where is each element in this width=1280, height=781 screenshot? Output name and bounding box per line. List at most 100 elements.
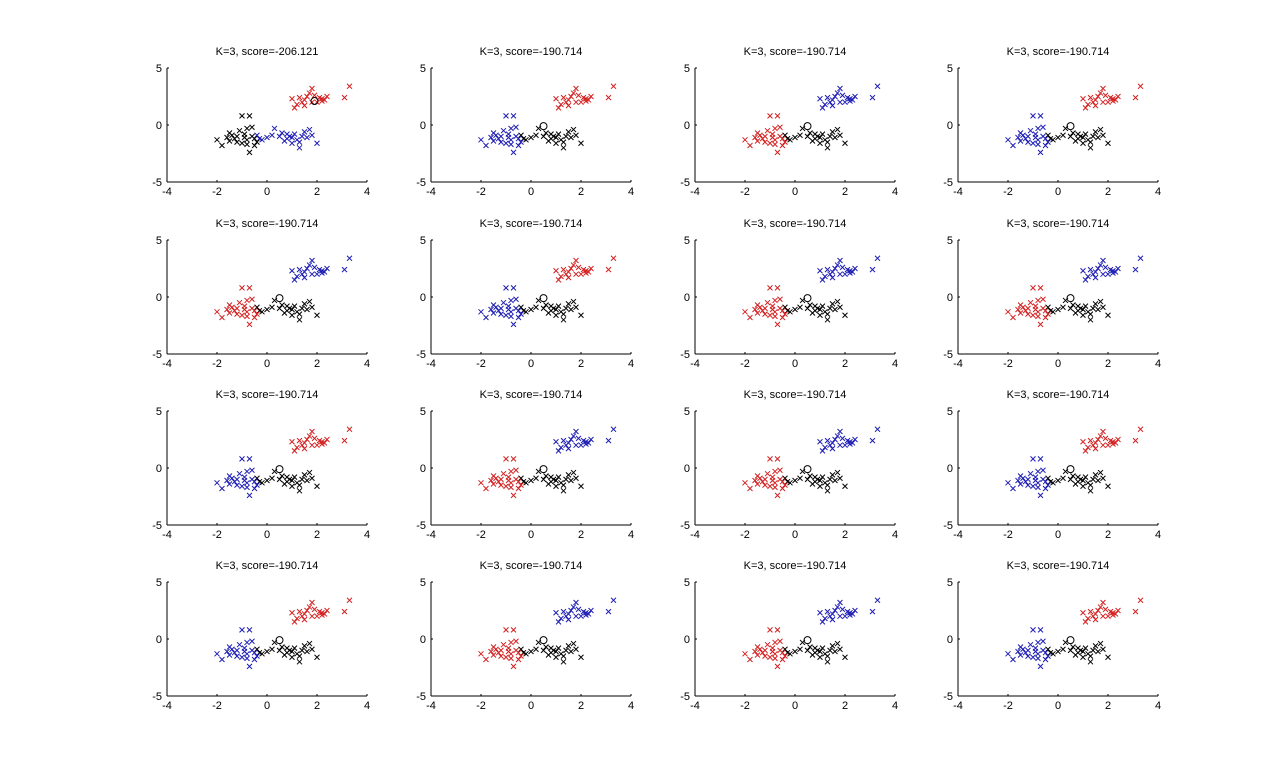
data-point-red [575,264,582,271]
data-point-blue [610,426,617,433]
subplot-title: K=3, score=-190.714 [1007,560,1110,572]
data-point-black [560,482,567,488]
data-point-blue [578,442,584,449]
data-point-red [304,93,310,100]
data-point-black [540,305,547,312]
data-point-blue [1005,479,1011,486]
data-point-blue [254,653,260,659]
data-point-blue [568,607,574,614]
data-point-red [1095,436,1101,443]
data-point-blue [246,492,253,499]
data-point-blue [829,274,836,281]
data-point-blue [301,128,308,135]
data-point-blue [1015,477,1021,484]
data-point-red [508,479,514,486]
y-tick-label: -5 [680,349,690,361]
data-point-blue [291,277,298,283]
data-point-blue [306,262,313,268]
data-point-blue [244,479,250,486]
data-point-blue [319,267,325,274]
data-point-black [1095,134,1101,141]
data-point-red [1110,441,1116,447]
y-tick-label: 5 [947,406,953,418]
data-point-black [842,654,848,661]
data-point-red [508,655,514,662]
data-point-blue [1030,113,1036,119]
data-point-black [239,113,245,119]
data-point-black [553,306,559,313]
data-point-blue [847,438,853,445]
data-point-black [1087,487,1094,494]
data-point-blue [555,448,562,454]
data-point-red [324,93,330,100]
data-point-black [528,306,534,313]
x-tick-label: -2 [476,529,486,541]
data-point-red [772,141,778,148]
data-point-red [769,645,776,651]
data-point-red [779,314,786,321]
data-point-red [1110,95,1116,102]
data-point-blue [834,90,841,96]
data-point-red [762,476,768,483]
data-point-blue [1017,652,1024,658]
data-point-black [804,476,811,483]
data-point-black [518,304,524,311]
data-point-black [518,646,524,653]
x-tick-label: -4 [953,186,963,198]
data-point-black [1087,658,1094,665]
data-point-red [1110,438,1116,445]
x-tick-label: 2 [842,358,848,370]
data-point-black [254,304,260,311]
data-point-red [309,613,315,620]
data-point-blue [244,650,250,657]
cluster-center-marker [1066,636,1075,645]
x-tick-label: -4 [690,186,700,198]
cluster-center-marker [539,636,548,645]
data-point-black [543,130,549,136]
data-point-black [827,647,833,654]
data-point-black [792,306,798,313]
data-point-red [510,627,517,633]
data-point-blue [1040,467,1046,474]
data-point-black [573,475,579,482]
data-point-blue [1005,136,1011,143]
data-point-blue [490,302,497,308]
data-point-blue [219,485,225,492]
data-point-red [299,613,305,620]
data-point-blue [1037,456,1044,462]
data-point-blue [304,265,310,272]
subplot-title: K=3, score=-206.121 [216,46,319,58]
data-point-black [518,132,524,139]
data-point-black [276,476,283,483]
data-point-blue [827,271,833,278]
data-point-black [1087,139,1094,145]
subplot-15: -4 -2 0 2 4 -5 0 5 K=3, score=-190.714 [680,560,898,712]
data-point-red [1087,608,1094,615]
data-point-black [1087,311,1094,317]
data-point-red [510,456,517,462]
data-point-blue [1132,266,1139,273]
x-tick-label: -2 [1003,186,1013,198]
data-point-red [309,99,315,106]
data-point-red [518,653,524,659]
data-point-black [1095,477,1101,484]
x-tick-label: 4 [628,358,634,370]
x-tick-label: 0 [792,700,798,712]
data-point-black [842,312,848,319]
x-tick-label: 4 [628,700,634,712]
x-tick-label: 0 [264,186,270,198]
data-point-red [1102,92,1109,99]
x-tick-label: -2 [740,529,750,541]
data-point-red [508,639,514,646]
data-point-blue [852,436,858,443]
subplot-3: -4 -2 0 2 4 -5 0 5 K=3, score=-190.714 [680,46,898,198]
data-point-red [774,663,781,670]
data-point-blue [244,655,250,662]
data-point-black [560,139,567,145]
data-point-red [294,101,300,108]
data-point-black [834,126,841,133]
subplot-title: K=3, score=-190.714 [744,218,847,230]
data-point-blue [583,441,589,447]
data-point-red [752,306,758,313]
data-point-black [279,302,285,308]
